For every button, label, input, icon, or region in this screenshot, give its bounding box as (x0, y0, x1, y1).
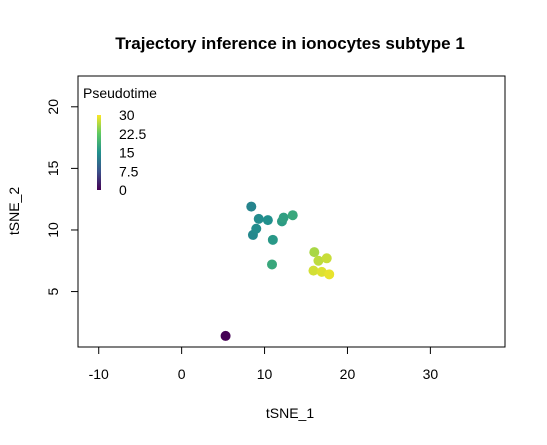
y-tick-label: 5 (45, 287, 61, 295)
x-tick-label: 0 (178, 366, 186, 382)
legend-title: Pseudotime (83, 85, 157, 101)
legend: Pseudotime 30 22.5 15 7.5 0 (83, 85, 157, 198)
legend-label: 30 (119, 107, 135, 123)
data-point (251, 224, 261, 234)
x-tick-label: 30 (423, 366, 439, 382)
x-tick-label: -10 (89, 366, 109, 382)
data-point (246, 202, 256, 212)
data-point (267, 259, 277, 269)
legend-label: 0 (119, 182, 127, 198)
data-point (268, 235, 278, 245)
x-axis: -10 0 10 20 30 (89, 347, 439, 382)
data-points (221, 202, 335, 341)
y-axis: 5 10 15 20 (45, 99, 78, 296)
legend-colorbar (97, 115, 101, 190)
y-tick-label: 15 (45, 160, 61, 176)
y-tick-label: 10 (45, 222, 61, 238)
data-point (279, 213, 289, 223)
legend-label: 15 (119, 145, 135, 161)
y-tick-label: 20 (45, 99, 61, 115)
data-point (288, 210, 298, 220)
data-point (221, 331, 231, 341)
legend-label: 22.5 (119, 126, 146, 142)
x-tick-label: 20 (340, 366, 356, 382)
data-point (263, 215, 273, 225)
data-point (324, 269, 334, 279)
data-point (309, 247, 319, 257)
x-tick-label: 10 (257, 366, 273, 382)
legend-label: 7.5 (119, 163, 139, 179)
data-point (322, 253, 332, 263)
y-axis-label: tSNE_2 (6, 187, 22, 235)
x-axis-label: tSNE_1 (266, 405, 314, 421)
data-point (254, 214, 264, 224)
chart-title: Trajectory inference in ionocytes subtyp… (115, 34, 465, 53)
